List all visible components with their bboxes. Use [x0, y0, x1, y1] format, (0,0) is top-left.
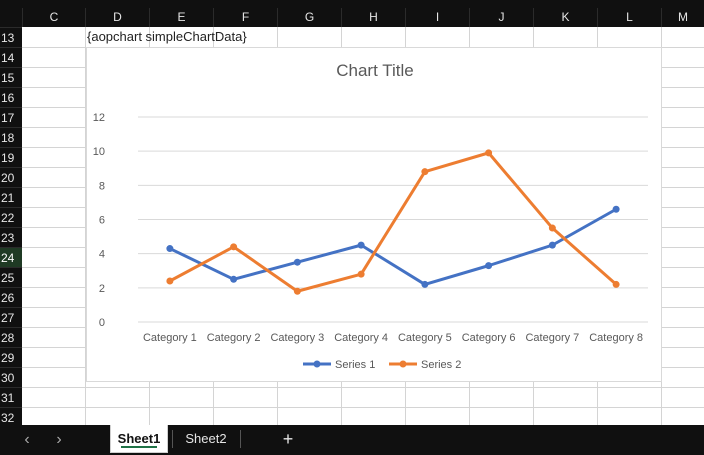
- y-tick-label: 10: [93, 146, 105, 158]
- cell-d13[interactable]: {aopchart simpleChartData}: [87, 29, 247, 44]
- sheet-tab-bar: ‹ › Sheet1 Sheet2 +: [0, 425, 704, 455]
- column-header-i[interactable]: I: [405, 8, 469, 27]
- column-header-l[interactable]: L: [597, 8, 661, 27]
- row-header-28[interactable]: 28: [0, 327, 22, 347]
- data-point: [421, 168, 429, 176]
- row-header-31[interactable]: 31: [0, 387, 22, 407]
- prev-sheet-arrow-icon[interactable]: ‹: [24, 431, 30, 448]
- data-point: [293, 287, 301, 295]
- data-point: [357, 241, 365, 249]
- x-tick-label: Category 6: [462, 332, 516, 344]
- next-sheet-arrow-icon[interactable]: ›: [56, 431, 62, 448]
- row-header-18[interactable]: 18: [0, 127, 22, 147]
- tab-sheet1[interactable]: Sheet1: [110, 425, 168, 453]
- row-header-26[interactable]: 26: [0, 287, 22, 307]
- grid-hline: [22, 387, 704, 388]
- row-header-20[interactable]: 20: [0, 167, 22, 187]
- y-tick-label: 8: [99, 180, 105, 192]
- legend-label-1: Series 1: [335, 359, 375, 371]
- data-point: [612, 280, 620, 288]
- data-point: [357, 270, 365, 278]
- tab-label: Sheet2: [185, 431, 227, 446]
- data-point: [166, 245, 174, 253]
- add-sheet-plus-icon[interactable]: +: [282, 429, 294, 449]
- column-header-c[interactable]: C: [22, 8, 85, 27]
- row-header-13[interactable]: 13: [0, 27, 22, 47]
- legend-marker-1: [313, 360, 321, 368]
- data-point: [485, 149, 493, 157]
- grid-vline: [85, 27, 86, 425]
- row-header-24[interactable]: 24: [0, 247, 22, 267]
- row-header-30[interactable]: 30: [0, 367, 22, 387]
- column-header-d[interactable]: D: [85, 8, 149, 27]
- tab-separator: [240, 430, 241, 448]
- data-point: [612, 205, 620, 213]
- x-tick-label: Category 1: [143, 332, 197, 344]
- series-line-1: [169, 207, 617, 286]
- data-point: [230, 275, 238, 283]
- row-header-15[interactable]: 15: [0, 67, 22, 87]
- tab-separator: [172, 430, 173, 448]
- data-point: [548, 241, 556, 249]
- row-header-22[interactable]: 22: [0, 207, 22, 227]
- column-header-m[interactable]: M: [661, 8, 704, 27]
- column-header-f[interactable]: F: [213, 8, 277, 27]
- column-header-j[interactable]: J: [469, 8, 533, 27]
- column-header-e[interactable]: E: [149, 8, 213, 27]
- data-point: [548, 224, 556, 232]
- row-header-29[interactable]: 29: [0, 347, 22, 367]
- x-tick-label: Category 2: [207, 332, 261, 344]
- tab-label: Sheet1: [117, 431, 161, 446]
- x-tick-label: Category 5: [398, 332, 452, 344]
- y-tick-label: 4: [99, 249, 105, 261]
- tab-sheet2[interactable]: Sheet2: [176, 425, 236, 453]
- row-header-23[interactable]: 23: [0, 227, 22, 247]
- legend-marker-2: [399, 360, 407, 368]
- line-chart: Chart Title 0 2 4 6 8 10 12 Category 1 Category 2…: [93, 61, 648, 371]
- row-header-27[interactable]: 27: [0, 307, 22, 327]
- row-header-25[interactable]: 25: [0, 267, 22, 287]
- row-header-14[interactable]: 14: [0, 47, 22, 67]
- data-point: [166, 277, 174, 285]
- x-tick-label: Category 3: [270, 332, 324, 344]
- chart-title: Chart Title: [336, 61, 413, 80]
- sheet-grid[interactable]: {aopchart simpleChartData} Chart Title 0 2…: [22, 27, 704, 425]
- row-header-21[interactable]: 21: [0, 187, 22, 207]
- data-point: [293, 258, 301, 266]
- y-tick-label: 0: [99, 317, 105, 329]
- column-header-g[interactable]: G: [277, 8, 341, 27]
- x-tick-label: Category 7: [525, 332, 579, 344]
- column-header-k[interactable]: K: [533, 8, 597, 27]
- row-header-16[interactable]: 16: [0, 87, 22, 107]
- series-line-2: [169, 151, 618, 293]
- row-header-32[interactable]: 32: [0, 407, 22, 427]
- row-header-19[interactable]: 19: [0, 147, 22, 167]
- y-tick-label: 2: [99, 283, 105, 295]
- grid-hline: [22, 407, 704, 408]
- y-tick-label: 6: [99, 215, 105, 227]
- data-point: [485, 262, 493, 270]
- row-header-17[interactable]: 17: [0, 107, 22, 127]
- y-tick-label: 12: [93, 112, 105, 124]
- x-tick-label: Category 4: [334, 332, 388, 344]
- data-point: [230, 243, 238, 251]
- active-tab-underline: [121, 446, 157, 448]
- legend-label-2: Series 2: [421, 359, 461, 371]
- x-tick-label: Category 8: [589, 332, 643, 344]
- row-header-bar: 13 14 15 16 17 18 19 20 21 22 23 24 25 26 27 28 29 30 31 32: [0, 27, 22, 425]
- data-point: [421, 280, 429, 288]
- chart[interactable]: Chart Title 0 2 4 6 8 10 12 Category 1 Category 2…: [86, 47, 662, 382]
- column-header-h[interactable]: H: [341, 8, 405, 27]
